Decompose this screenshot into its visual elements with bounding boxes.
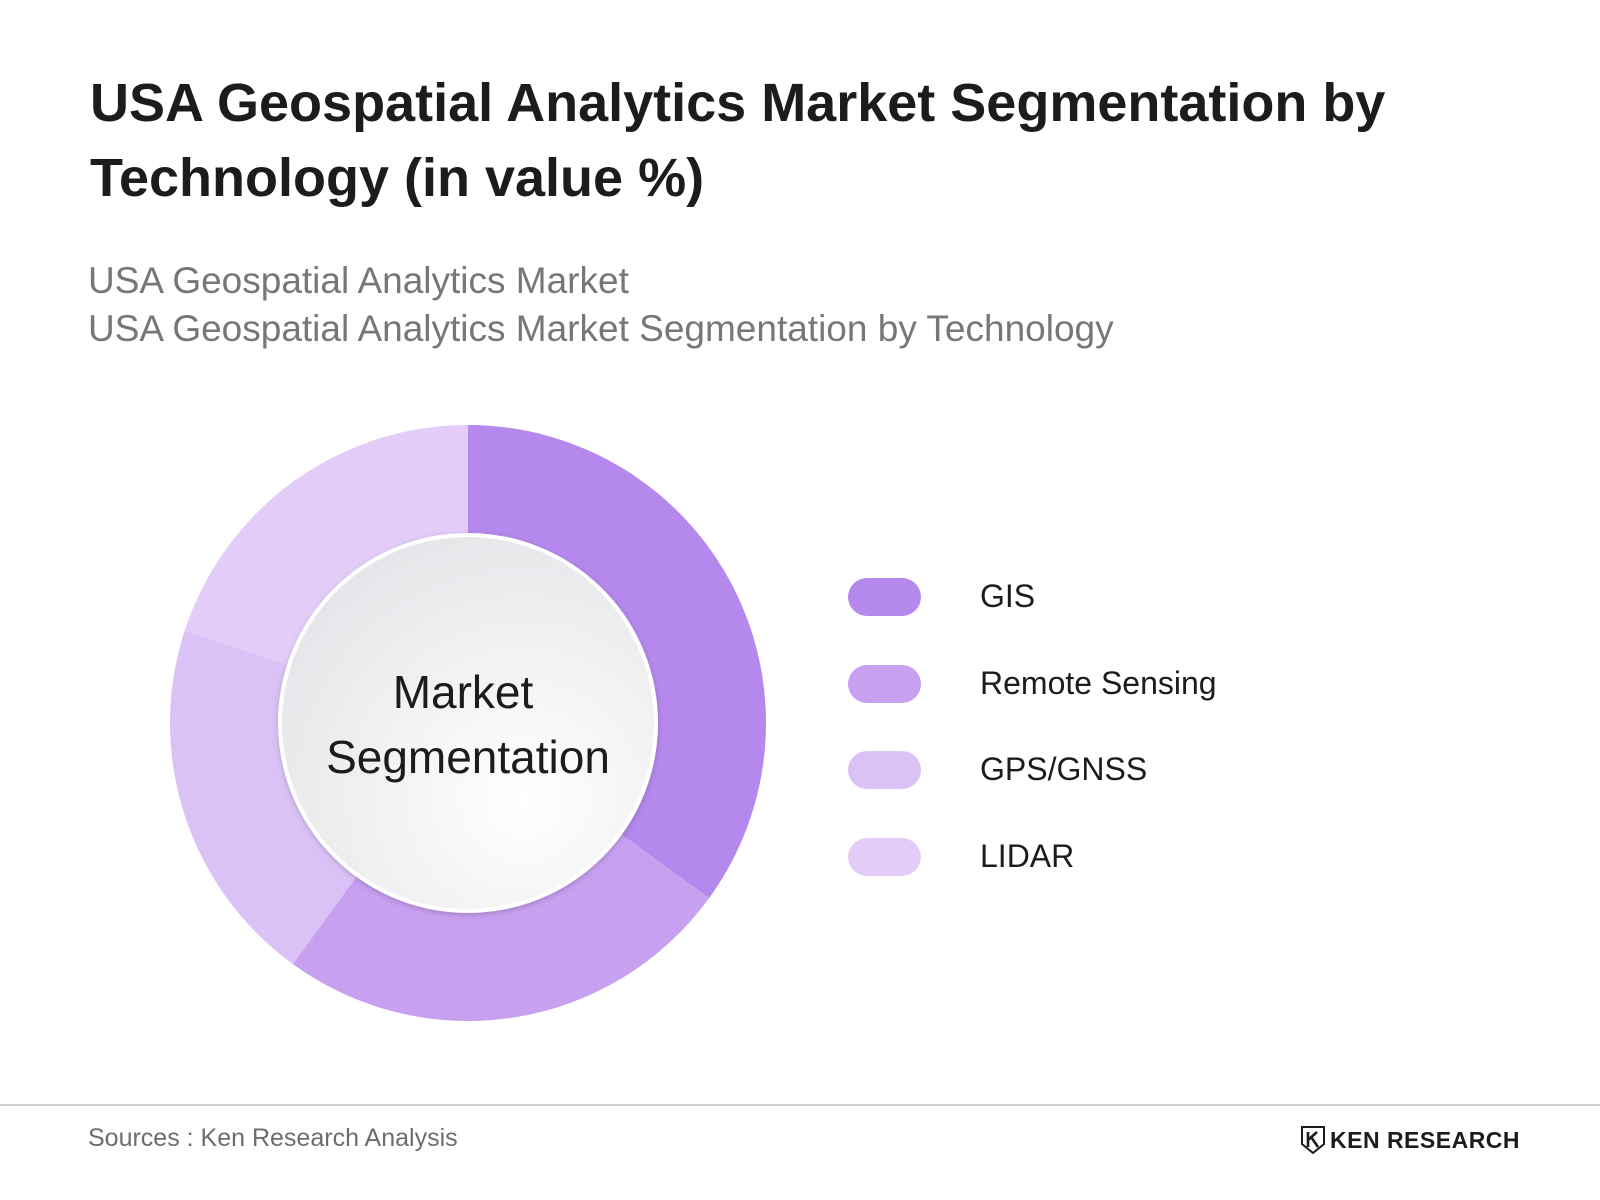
legend-label-gps-gnss: GPS/GNSS: [980, 751, 1148, 787]
center-label-line-1: Market: [393, 666, 534, 718]
footer-divider: [0, 1104, 1600, 1106]
legend-label-gis: GIS: [980, 578, 1036, 614]
sources-note: Sources : Ken Research Analysis: [88, 1124, 458, 1152]
donut-center: [278, 533, 658, 913]
brand-name: KEN RESEARCH: [1330, 1127, 1521, 1153]
legend-item-lidar: LIDAR: [848, 836, 1268, 876]
ken-research-logo-icon: [1301, 1126, 1325, 1154]
legend-swatch-remote-sensing: [848, 665, 921, 703]
center-label-line-2: Segmentation: [326, 731, 610, 783]
subtitle-line-2: USA Geospatial Analytics Market Segmenta…: [88, 308, 1114, 349]
legend-item-gis: GIS: [848, 576, 1268, 616]
chart-subtitle: USA Geospatial Analytics Market USA Geos…: [88, 257, 1388, 353]
legend-swatch-gis: [848, 578, 921, 616]
chart-title: USA Geospatial Analytics Market Segmenta…: [90, 73, 1386, 208]
legend-item-gps-gnss: GPS/GNSS: [848, 749, 1268, 789]
legend-label-remote-sensing: Remote Sensing: [980, 665, 1217, 701]
legend-item-remote-sensing: Remote Sensing: [848, 663, 1268, 703]
legend-swatch-lidar: [848, 838, 921, 876]
legend-label-lidar: LIDAR: [980, 838, 1075, 874]
brand: KEN RESEARCH: [1300, 1124, 1540, 1156]
legend-swatch-gps-gnss: [848, 751, 921, 789]
subtitle-line-1: USA Geospatial Analytics Market: [88, 260, 629, 301]
